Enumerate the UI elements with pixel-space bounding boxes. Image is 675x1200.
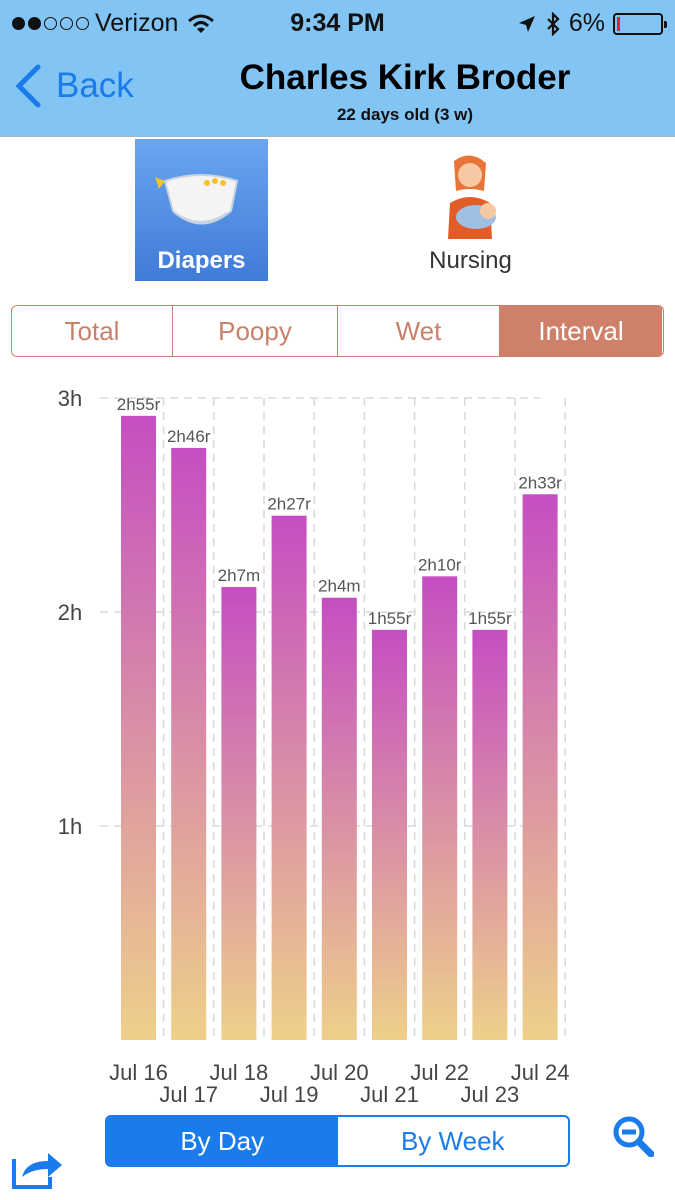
wifi-icon bbox=[188, 14, 215, 33]
diaper-icon bbox=[155, 174, 239, 225]
y-tick-label: 2h bbox=[58, 600, 82, 625]
by-week-button[interactable]: By Week bbox=[400, 1125, 505, 1156]
bar[interactable] bbox=[321, 597, 357, 1040]
by-day-button[interactable]: By Day bbox=[107, 1117, 338, 1165]
x-tick-label: Jul 17 bbox=[159, 1082, 218, 1107]
metric-tabs: Total Poopy Wet Interval bbox=[11, 305, 664, 357]
bar-value-label: 2h46r bbox=[167, 427, 211, 446]
carrier-label: Verizon bbox=[95, 9, 179, 37]
category-nursing[interactable]: Nursing bbox=[404, 139, 537, 281]
tab-poopy[interactable]: Poopy bbox=[173, 306, 338, 356]
x-tick-label: Jul 22 bbox=[410, 1060, 469, 1085]
tab-wet[interactable]: Wet bbox=[338, 306, 500, 356]
y-tick-label: 1h bbox=[58, 814, 82, 839]
x-tick-label: Jul 18 bbox=[210, 1060, 269, 1085]
x-tick-label: Jul 16 bbox=[109, 1060, 168, 1085]
x-tick-label: Jul 21 bbox=[360, 1082, 419, 1107]
back-button[interactable]: Back bbox=[14, 64, 134, 108]
bar-value-label: 1h55r bbox=[368, 609, 412, 628]
share-icon[interactable] bbox=[10, 1145, 65, 1190]
bar[interactable] bbox=[472, 629, 508, 1040]
category-label: Diapers bbox=[157, 247, 246, 274]
bar-value-label: 1h55r bbox=[468, 609, 512, 628]
range-toggle: By Day By Week bbox=[105, 1115, 570, 1167]
back-button-label: Back bbox=[56, 66, 134, 105]
bar-value-label: 2h33r bbox=[518, 473, 562, 492]
signal-strength-icon bbox=[12, 17, 89, 30]
battery-level-fill bbox=[617, 16, 620, 31]
battery-icon bbox=[613, 12, 667, 35]
page-subtitle: 22 days old (3 w) bbox=[336, 105, 474, 124]
y-tick-label: 3h bbox=[58, 386, 82, 411]
category-label: Nursing bbox=[429, 247, 512, 274]
category-diapers[interactable]: Diapers bbox=[135, 139, 268, 281]
bar[interactable] bbox=[522, 494, 558, 1040]
bar-value-label: 2h7m bbox=[218, 566, 261, 585]
bar-value-label: 2h27r bbox=[267, 495, 311, 514]
bar[interactable] bbox=[372, 629, 407, 1040]
chevron-left-icon bbox=[15, 64, 41, 108]
bar-value-label: 2h4m bbox=[318, 577, 361, 596]
tab-interval[interactable]: Interval bbox=[500, 306, 662, 356]
tab-total[interactable]: Total bbox=[12, 306, 173, 356]
nursing-mother-icon bbox=[448, 155, 496, 239]
bar[interactable] bbox=[422, 576, 458, 1040]
location-arrow-icon bbox=[518, 15, 535, 32]
page-title: Charles Kirk Broder bbox=[239, 58, 571, 97]
x-tick-label: Jul 19 bbox=[260, 1082, 319, 1107]
bluetooth-icon bbox=[547, 11, 560, 36]
bar[interactable] bbox=[221, 587, 257, 1040]
battery-percent: 6% bbox=[568, 9, 605, 37]
zoom-out-icon[interactable] bbox=[612, 1115, 654, 1157]
x-tick-label: Jul 23 bbox=[461, 1082, 520, 1107]
x-tick-label: Jul 20 bbox=[310, 1060, 369, 1085]
interval-bar-chart: 3h 2h 1h 2h55r Jul 16 2h46r Jul 17 2h7m Jul 18 2h… bbox=[58, 386, 570, 1107]
bar-value-label: 2h55r bbox=[117, 395, 161, 414]
status-bar: Verizon 9:34 PM 6% bbox=[0, 0, 675, 44]
bar-value-label: 2h10r bbox=[418, 555, 462, 574]
bar[interactable] bbox=[121, 415, 156, 1041]
bar[interactable] bbox=[171, 447, 207, 1040]
clock: 9:34 PM bbox=[290, 9, 385, 37]
x-tick-label: Jul 24 bbox=[511, 1060, 570, 1085]
navigation-bar: Verizon 9:34 PM 6% Back Charles Kirk Bro… bbox=[0, 0, 675, 137]
bar[interactable] bbox=[271, 515, 307, 1040]
